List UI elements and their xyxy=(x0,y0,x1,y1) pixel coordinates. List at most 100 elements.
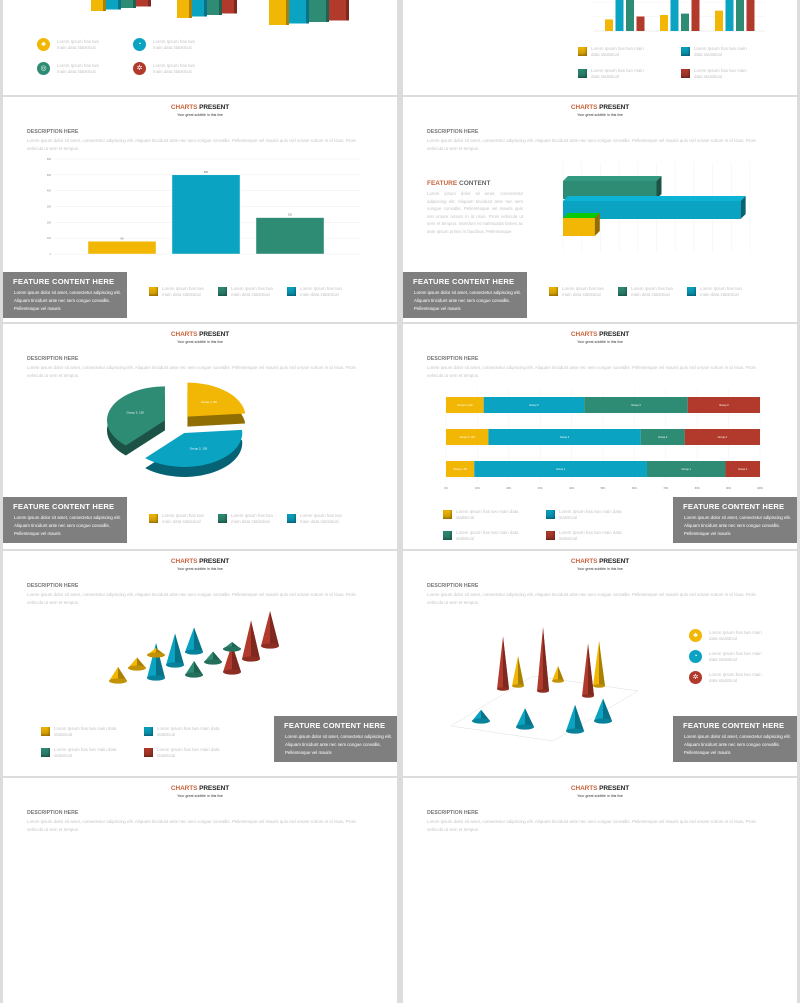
legend-swatch xyxy=(41,727,50,736)
bar-3d-side xyxy=(204,0,207,17)
stacked-segment xyxy=(725,461,760,477)
pie-slice xyxy=(187,382,246,417)
bar-3d xyxy=(121,0,136,8)
slide-column-chart[interactable]: CHARTS PRESENT Your great subtitle in thi… xyxy=(3,97,397,322)
column-bar xyxy=(605,19,613,31)
bar-3d-side xyxy=(219,0,222,15)
cone-shade xyxy=(194,661,203,675)
cone-base xyxy=(109,678,127,684)
cone-shade xyxy=(543,627,549,691)
bar-3d-side xyxy=(326,0,329,22)
stacked-segment xyxy=(646,461,726,477)
segment-label: Group 2 xyxy=(560,435,570,439)
slide-bar-3d[interactable]: ♣ Lorem Ipsum has two main data statistic… xyxy=(3,0,397,95)
bar-3d-side xyxy=(286,0,289,25)
cone-shade xyxy=(137,657,146,668)
description-text: Lorem ipsum dolor sit amet, consectetur … xyxy=(27,365,356,378)
feature-box: FEATURE CONTENT HERE Lorem ipsum dolor si… xyxy=(403,272,527,318)
column-bar xyxy=(660,15,668,31)
column-bar xyxy=(670,0,679,31)
slide-partial-left[interactable]: CHARTS PRESENT Your great subtitle in thi… xyxy=(3,778,397,1003)
legend-label: Lorem Ipsum has two main data statistica… xyxy=(591,68,644,79)
feature-title: FEATURE CONTENT HERE xyxy=(13,502,115,511)
data-label: 500 xyxy=(204,171,209,174)
cone-shade xyxy=(525,708,534,727)
column-bar xyxy=(725,0,734,31)
slide-pie-3d[interactable]: CHARTS PRESENT Your great subtitle in thi… xyxy=(3,324,397,549)
y-tick-label: 400 xyxy=(47,190,52,193)
feature-box: FEATURE CONTENT HERE Lorem ipsum dolor si… xyxy=(274,716,397,762)
cone-base xyxy=(185,649,203,655)
legend-label: Lorem Ipsum has two main data statistica… xyxy=(456,530,519,541)
feature-content-text: Lorem ipsum dolor sit amet, consectetur … xyxy=(427,191,523,234)
x-tick-label: 90% xyxy=(726,487,732,490)
feature-title: FEATURE CONTENT HERE xyxy=(683,721,785,730)
title-main: PRESENT xyxy=(599,104,630,111)
feature-box: FEATURE CONTENT HERE Lorem ipsum dolor si… xyxy=(673,497,797,543)
legend-swatch xyxy=(287,514,296,523)
slide-partial-right[interactable]: CHARTS PRESENT Your great subtitle in thi… xyxy=(403,778,797,1003)
cone-shade xyxy=(575,704,584,731)
title-accent: CHARTS xyxy=(570,331,598,338)
description-text: Lorem ipsum dolor sit amet, consectetur … xyxy=(27,592,356,605)
cone-grid-chart xyxy=(109,611,279,684)
pie-3d-chart: Group 1, 80 Group 2, 130 Group 3, 130 xyxy=(106,382,246,477)
legend-label: Lorem Ipsum has two main data statistica… xyxy=(157,726,220,737)
bar-top xyxy=(563,213,600,218)
slice-label: Group 1, 80 xyxy=(201,400,217,404)
bar-3d-side xyxy=(189,0,192,18)
description-text: Lorem ipsum dolor sit amet, consectetur … xyxy=(427,592,756,605)
description-heading: DESCRIPTION HERE xyxy=(427,129,479,135)
x-tick-label: 50% xyxy=(601,487,607,490)
cone-shade xyxy=(213,651,222,662)
slide-clustered-columns[interactable]: Lorem Ipsum has two main data statistica… xyxy=(403,0,797,95)
description-text: Lorem ipsum dolor sit amet, consectetur … xyxy=(27,138,356,151)
slide-cone-3d[interactable]: CHARTS PRESENT Your great subtitle in thi… xyxy=(403,551,797,776)
cone-base xyxy=(223,646,241,652)
stacked-segment xyxy=(584,397,688,413)
description-text: Lorem ipsum dolor sit amet, consectetur … xyxy=(427,365,756,378)
slide-stacked-bar[interactable]: CHARTS PRESENT Your great subtitle in thi… xyxy=(403,324,797,549)
legend-label: Lorem Ipsum has two main data statistica… xyxy=(562,286,604,297)
column-chart: 0 100 200 300 400 500 600 80 500 230 xyxy=(47,158,361,256)
bar xyxy=(563,218,595,236)
bar-3d-side xyxy=(306,0,309,24)
legend-label: Lorem Ipsum has two main data statistica… xyxy=(456,509,519,520)
slide-title: CHARTS PRESENT xyxy=(3,558,397,565)
data-label: 230 xyxy=(288,214,293,217)
cone-base xyxy=(537,689,549,693)
slide-title: CHARTS PRESENT xyxy=(3,331,397,338)
legend-swatch xyxy=(546,531,555,540)
cone-base xyxy=(472,718,490,724)
slide-horizontal-bar-3d[interactable]: CHARTS PRESENT Your great subtitle in thi… xyxy=(403,97,797,322)
slide-title: CHARTS PRESENT xyxy=(403,331,797,338)
y-tick-label: 100 xyxy=(47,237,52,240)
legend-label: Lorem Ipsum has two main data statistica… xyxy=(162,286,204,297)
segment-label: Group 2, 120 xyxy=(460,435,476,439)
bar-3d xyxy=(106,0,121,10)
title-main: PRESENT xyxy=(199,785,230,792)
x-tick-label: 60% xyxy=(632,487,638,490)
slide-title: CHARTS PRESENT xyxy=(3,104,397,111)
stacked-segment xyxy=(488,429,641,445)
feature-title: FEATURE CONTENT HERE xyxy=(413,277,515,286)
title-accent: CHARTS xyxy=(170,785,198,792)
cone-base xyxy=(242,656,260,662)
cone-shade xyxy=(603,698,612,721)
column-bar xyxy=(87,241,157,255)
slide-cone-grid[interactable]: CHARTS PRESENT Your great subtitle in thi… xyxy=(3,551,397,776)
cone-base xyxy=(185,672,203,678)
sitemap-icon: ♣ xyxy=(37,38,50,51)
bar-3d-side xyxy=(133,0,136,8)
y-tick-label: 0 xyxy=(50,253,52,256)
description-text: Lorem ipsum dolor sit amet, consectetur … xyxy=(27,819,356,832)
description-heading: DESCRIPTION HERE xyxy=(27,810,79,816)
legend-label: Lorem Ipsum has two main data statistica… xyxy=(162,513,204,524)
segment-label: Group 1 xyxy=(738,467,748,471)
bar-side xyxy=(656,176,662,199)
x-tick-label: 80% xyxy=(695,487,701,490)
legend-swatch xyxy=(218,287,227,296)
legend-label: Lorem Ipsum has two main data statistica… xyxy=(559,530,622,541)
slide-title: CHARTS PRESENT xyxy=(403,558,797,565)
bar xyxy=(563,201,741,219)
